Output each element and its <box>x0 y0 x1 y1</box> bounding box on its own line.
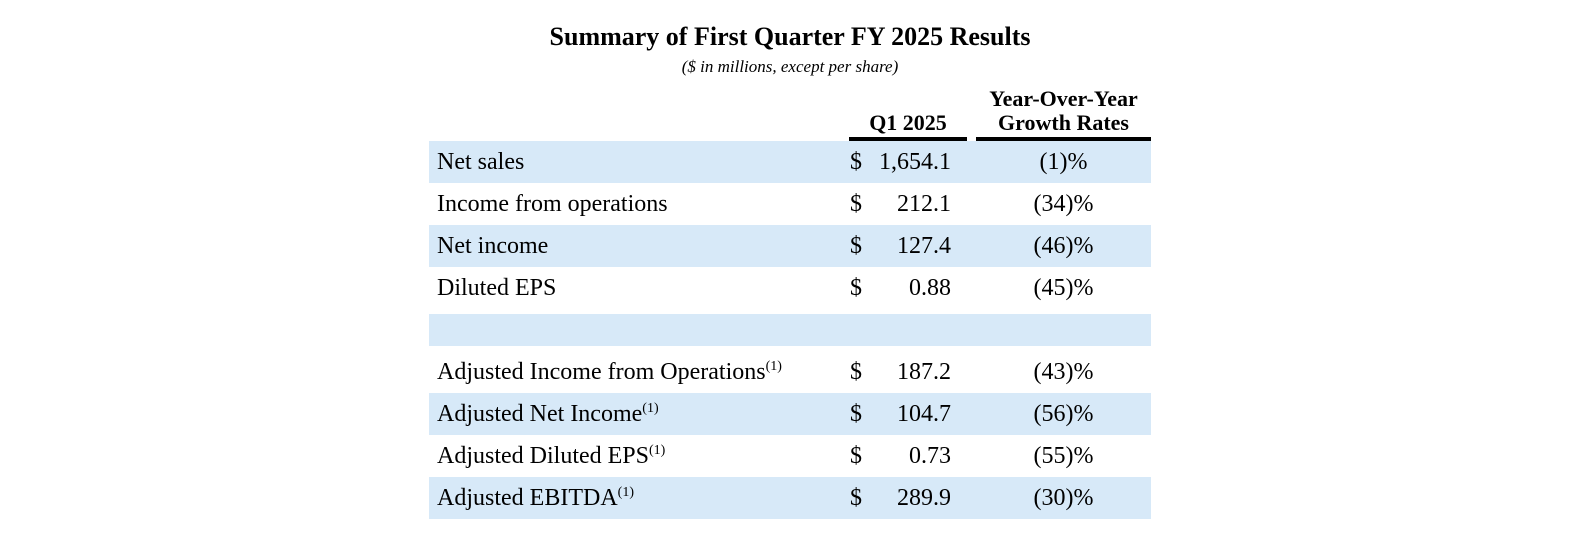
table-row-adjusted-ebitda: Adjusted EBITDA(1) $ 289.9 (30)% <box>429 477 1151 519</box>
row-label: Diluted EPS <box>437 275 557 301</box>
row-label: Income from operations <box>437 191 668 217</box>
footnote-marker: (1) <box>642 401 659 416</box>
footnote-marker: (1) <box>649 443 666 458</box>
row-value: 1,654.1 <box>879 149 951 175</box>
row-value: 212.1 <box>897 191 951 217</box>
table-spacer-row <box>429 314 1151 346</box>
currency-symbol: $ <box>850 149 862 175</box>
currency-symbol: $ <box>850 275 862 301</box>
currency-symbol: $ <box>850 485 862 511</box>
row-label: Adjusted Income from Operations <box>437 359 766 385</box>
row-value: 289.9 <box>897 485 951 511</box>
table-row-net-income: Net income $ 127.4 (46)% <box>429 225 1151 267</box>
footnote-marker: (1) <box>617 485 634 500</box>
row-value: 127.4 <box>897 233 951 259</box>
row-value: 187.2 <box>897 359 951 385</box>
currency-symbol: $ <box>850 443 862 469</box>
currency-symbol: $ <box>850 191 862 217</box>
currency-symbol: $ <box>850 359 862 385</box>
row-label: Net sales <box>437 149 525 175</box>
table-row-adjusted-net-income: Adjusted Net Income(1) $ 104.7 (56)% <box>429 393 1151 435</box>
table-header-row: Q1 2025 Year-Over-Year Growth Rates <box>429 87 1151 141</box>
page-subtitle: ($ in millions, except per share) <box>681 57 899 76</box>
column-header-q1-2025: Q1 2025 <box>849 111 967 141</box>
row-label: Net income <box>437 233 549 259</box>
results-summary-table: Summary of First Quarter FY 2025 Results… <box>429 0 1151 519</box>
row-growth: (1)% <box>1039 149 1088 175</box>
table-row-net-sales: Net sales $ 1,654.1 (1)% <box>429 141 1151 183</box>
page-title: Summary of First Quarter FY 2025 Results <box>549 22 1031 51</box>
row-growth: (46)% <box>1033 233 1094 259</box>
row-growth: (34)% <box>1033 191 1094 217</box>
row-growth: (55)% <box>1033 443 1094 469</box>
row-growth: (45)% <box>1033 275 1094 301</box>
table-row-diluted-eps: Diluted EPS $ 0.88 (45)% <box>429 267 1151 309</box>
currency-symbol: $ <box>850 233 862 259</box>
column-header-yoy-line1: Year-Over-Year <box>989 86 1138 111</box>
row-growth: (30)% <box>1033 485 1094 511</box>
footnote-marker: (1) <box>765 359 782 374</box>
row-growth: (56)% <box>1033 401 1094 427</box>
column-header-yoy-line2: Growth Rates <box>998 110 1129 135</box>
currency-symbol: $ <box>850 401 862 427</box>
table-row-income-from-operations: Income from operations $ 212.1 (34)% <box>429 183 1151 225</box>
table-row-adjusted-income-from-operations: Adjusted Income from Operations(1) $ 187… <box>429 351 1151 393</box>
row-label: Adjusted Net Income <box>437 401 643 427</box>
row-growth: (43)% <box>1033 359 1094 385</box>
row-label: Adjusted EBITDA <box>437 485 618 511</box>
table-row-adjusted-diluted-eps: Adjusted Diluted EPS(1) $ 0.73 (55)% <box>429 435 1151 477</box>
column-header-yoy-growth: Year-Over-Year Growth Rates <box>976 87 1151 141</box>
row-label: Adjusted Diluted EPS <box>437 443 650 469</box>
row-value: 0.73 <box>909 443 951 469</box>
row-value: 104.7 <box>897 401 951 427</box>
row-value: 0.88 <box>909 275 951 301</box>
